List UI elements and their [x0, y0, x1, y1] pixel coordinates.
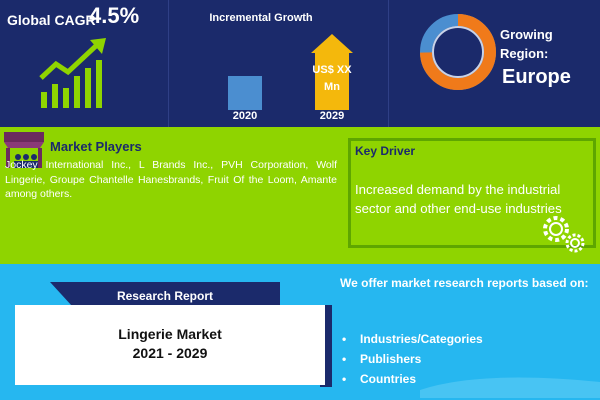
- report-title: Lingerie Market 2021 - 2029: [15, 325, 325, 363]
- growing-region-name: Europe: [502, 66, 571, 88]
- offer-item: • Publishers: [342, 352, 422, 366]
- middle-band: [0, 127, 600, 264]
- year-end-label: 2029: [319, 110, 345, 122]
- rising-trend-bars-icon: [39, 38, 106, 108]
- market-players-title: Market Players: [50, 139, 142, 154]
- bullet-icon: •: [342, 332, 347, 346]
- year-start-label: 2020: [232, 110, 258, 122]
- market-players-text: Jockey International Inc., L Brands Inc.…: [5, 159, 337, 201]
- storefront-icon: [4, 132, 44, 168]
- bar-2029: [315, 52, 349, 110]
- cagr-label: Global CAGR: [7, 12, 96, 28]
- key-driver-title: Key Driver: [355, 144, 416, 158]
- offer-title: We offer market research reports based o…: [340, 276, 589, 290]
- research-report-banner: [50, 282, 280, 306]
- divider: [168, 0, 169, 127]
- gears-icon: [543, 216, 585, 253]
- offer-list: • Industries/Categories • Publishers • Coun…: [342, 331, 483, 391]
- up-arrow-icon: [311, 34, 353, 53]
- decorative-swoosh: [420, 377, 600, 398]
- offer-item: • Countries: [342, 372, 417, 386]
- bar-value-label: US$ XX Mn: [312, 64, 352, 93]
- bar-2020: [228, 76, 262, 110]
- research-report-label: Research Report: [116, 289, 214, 303]
- report-title-line1: Lingerie Market: [118, 326, 222, 342]
- key-driver-text: Increased demand by the industrial secto…: [355, 182, 562, 216]
- bullet-icon: •: [342, 352, 347, 366]
- donut-ring-icon: [420, 14, 496, 90]
- growing-region-label: Growing Region:: [500, 27, 553, 61]
- divider: [388, 0, 389, 127]
- report-card: [15, 305, 325, 385]
- key-driver-box: [348, 138, 596, 248]
- cagr-value: 4.5%: [89, 3, 140, 28]
- offer-item: • Industries/Categories: [342, 332, 483, 346]
- incremental-growth-title: Incremental Growth: [209, 12, 313, 24]
- bullet-icon: •: [342, 372, 347, 386]
- report-title-line2: 2021 - 2029: [132, 345, 208, 361]
